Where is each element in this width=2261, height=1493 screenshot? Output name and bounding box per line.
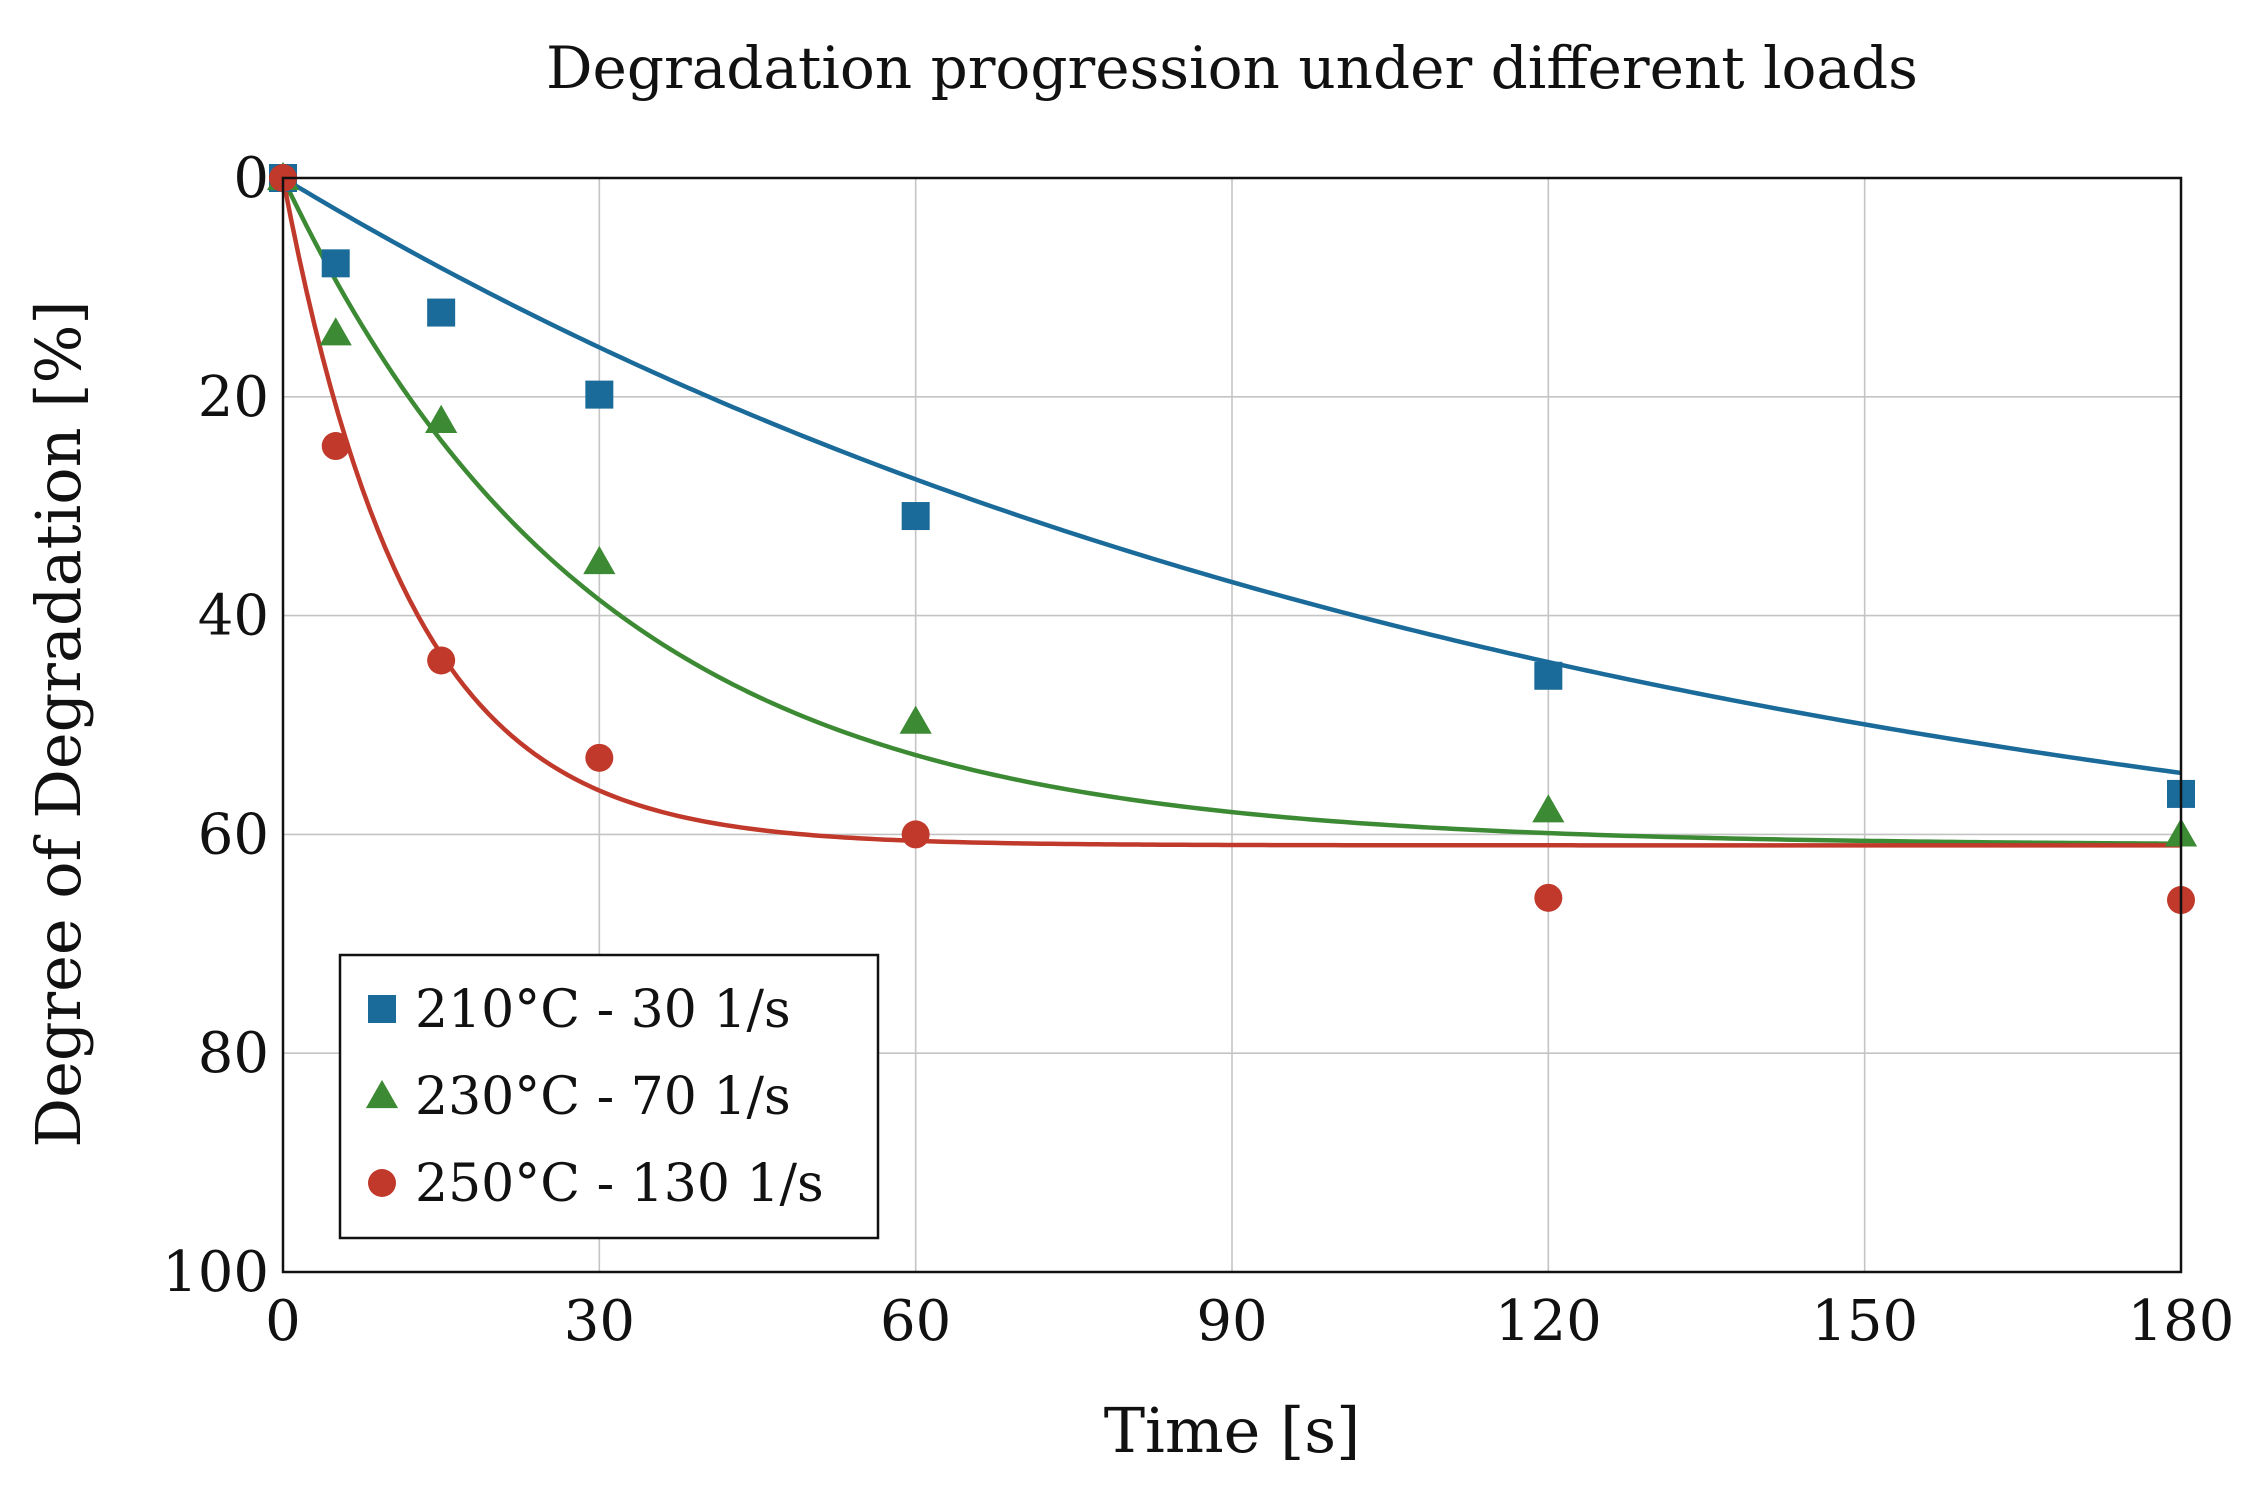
legend-entry: 230°C - 70 1/s: [415, 1067, 791, 1127]
marker-square: [901, 502, 930, 531]
marker-square: [1534, 661, 1563, 690]
x-tick-label: 60: [880, 1289, 951, 1354]
marker-square: [368, 995, 396, 1023]
marker-triangle: [319, 317, 352, 346]
chart-title: Degradation progression under different …: [546, 34, 1918, 102]
marker-square: [427, 298, 456, 327]
marker-circle: [368, 1169, 396, 1197]
marker-triangle: [899, 705, 932, 734]
marker-triangle: [365, 1079, 399, 1109]
legend-entry: 210°C - 30 1/s: [415, 980, 791, 1040]
marker-square: [585, 380, 614, 409]
plot-frame: [281, 176, 2183, 1274]
y-tick-labels: 0 20 40 60 80 100: [162, 146, 269, 1305]
y-tick-label: 0: [233, 146, 269, 211]
fit-curve-line: [281, 176, 2182, 776]
marker-triangle: [1532, 794, 1565, 823]
legend: 210°C - 30 1/s 230°C - 70 1/s 250°C - 130 …: [338, 953, 880, 1240]
x-tick-labels: 0 30 60 90 120 150 180: [265, 1289, 2234, 1354]
x-tick-label: 150: [1811, 1289, 1918, 1354]
x-tick-label: 180: [2128, 1289, 2235, 1354]
marker-triangle: [583, 545, 616, 575]
fit-curves: [280, 176, 2182, 848]
fit-curve-line: [280, 177, 2182, 846]
x-tick-label: 120: [1495, 1289, 1602, 1354]
marker-circle: [585, 743, 614, 772]
legend-box: [338, 953, 880, 1240]
y-axis-label: Degree of Degradation [%]: [22, 300, 95, 1147]
marker-circle: [321, 432, 350, 461]
y-tick-label: 100: [162, 1240, 269, 1305]
y-tick-label: 80: [198, 1021, 269, 1086]
fit-curve-line: [280, 177, 2181, 848]
marker-circle: [1534, 883, 1563, 912]
y-tick-label: 40: [198, 584, 269, 649]
y-tick-label: 60: [198, 802, 269, 867]
marker-triangle: [425, 404, 458, 433]
x-axis-label: Time [s]: [1104, 1394, 1361, 1467]
x-tick-label: 30: [564, 1289, 635, 1354]
marker-circle: [427, 646, 456, 675]
legend-entry: 250°C - 130 1/s: [415, 1154, 824, 1214]
x-tick-label: 90: [1196, 1289, 1267, 1354]
marker-square: [321, 249, 350, 278]
x-tick-label: 0: [265, 1289, 301, 1354]
marker-circle: [901, 820, 930, 849]
y-tick-label: 20: [198, 365, 269, 430]
